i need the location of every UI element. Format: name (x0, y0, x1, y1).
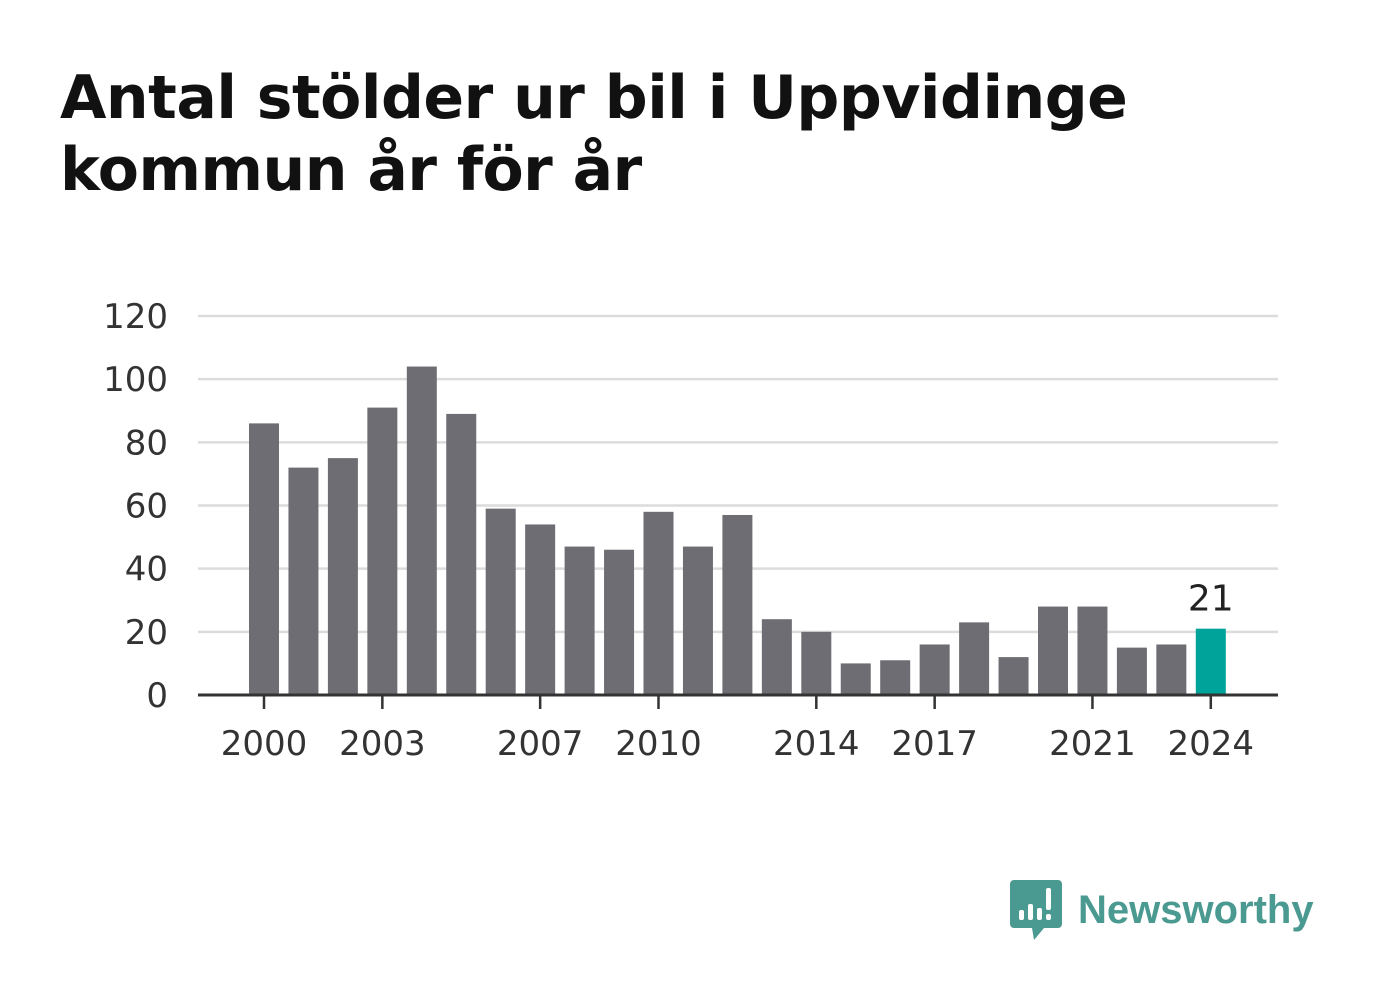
bar-2012 (722, 514, 753, 695)
bar-chart-speech-bubble-icon (1010, 880, 1062, 940)
x-tick-label-2014: 2014 (773, 724, 860, 764)
y-tick-label-80: 80 (125, 423, 168, 463)
newsworthy-brand: Newsworthy (1010, 878, 1314, 942)
bar-2010 (643, 511, 674, 695)
bar-2004 (406, 366, 437, 695)
y-tick-label-120: 120 (103, 297, 168, 337)
x-tick-label-2021: 2021 (1049, 724, 1136, 764)
bar-2011 (682, 546, 713, 695)
bar-2008 (564, 546, 595, 695)
brand-name: Newsworthy (1078, 887, 1314, 932)
bar-2003 (367, 407, 398, 695)
y-tick-label-100: 100 (103, 360, 168, 400)
bar-2017 (919, 644, 950, 695)
bar-2002 (327, 458, 358, 695)
bar-2023 (1156, 644, 1187, 695)
x-tick-label-2024: 2024 (1168, 724, 1255, 764)
bar-2018 (959, 622, 990, 695)
x-tick-label-2003: 2003 (339, 724, 426, 764)
data-label-2024: 21 (1188, 579, 1234, 620)
chart-title: Antal stölder ur bil i Uppvidinge kommun… (60, 63, 1128, 205)
bar-2022 (1116, 647, 1147, 695)
x-tick-label-2007: 2007 (497, 724, 584, 764)
y-tick-label-60: 60 (125, 487, 168, 527)
y-axis-tick-labels: 0 20 40 60 80 100 120 (103, 297, 168, 716)
x-tick-label-2010: 2010 (615, 724, 702, 764)
bar-2001 (288, 467, 319, 695)
bar-2020 (1038, 606, 1068, 695)
bar-2007 (525, 524, 556, 695)
bars (249, 366, 1226, 695)
bar-2013 (761, 619, 792, 695)
y-tick-label-20: 20 (125, 613, 168, 653)
bar-2019 (998, 657, 1029, 695)
y-tick-label-40: 40 (125, 550, 168, 590)
bar-2021 (1077, 606, 1108, 695)
y-tick-label-0: 0 (146, 676, 168, 716)
bar-2015 (840, 663, 871, 695)
data-labels: 21 (1188, 579, 1234, 620)
bar-2006 (485, 508, 516, 695)
bar-2016 (880, 660, 911, 695)
x-tick-label-2017: 2017 (891, 724, 978, 764)
bar-2014 (801, 631, 832, 695)
bar-2024 (1195, 628, 1226, 695)
bar-2005 (446, 413, 477, 695)
x-tick-label-2000: 2000 (221, 724, 308, 764)
bar-2000 (249, 423, 279, 695)
bar-2009 (604, 549, 635, 695)
x-axis-ticks: 2000 2003 2007 2010 2014 2017 2021 2024 (221, 695, 1254, 764)
